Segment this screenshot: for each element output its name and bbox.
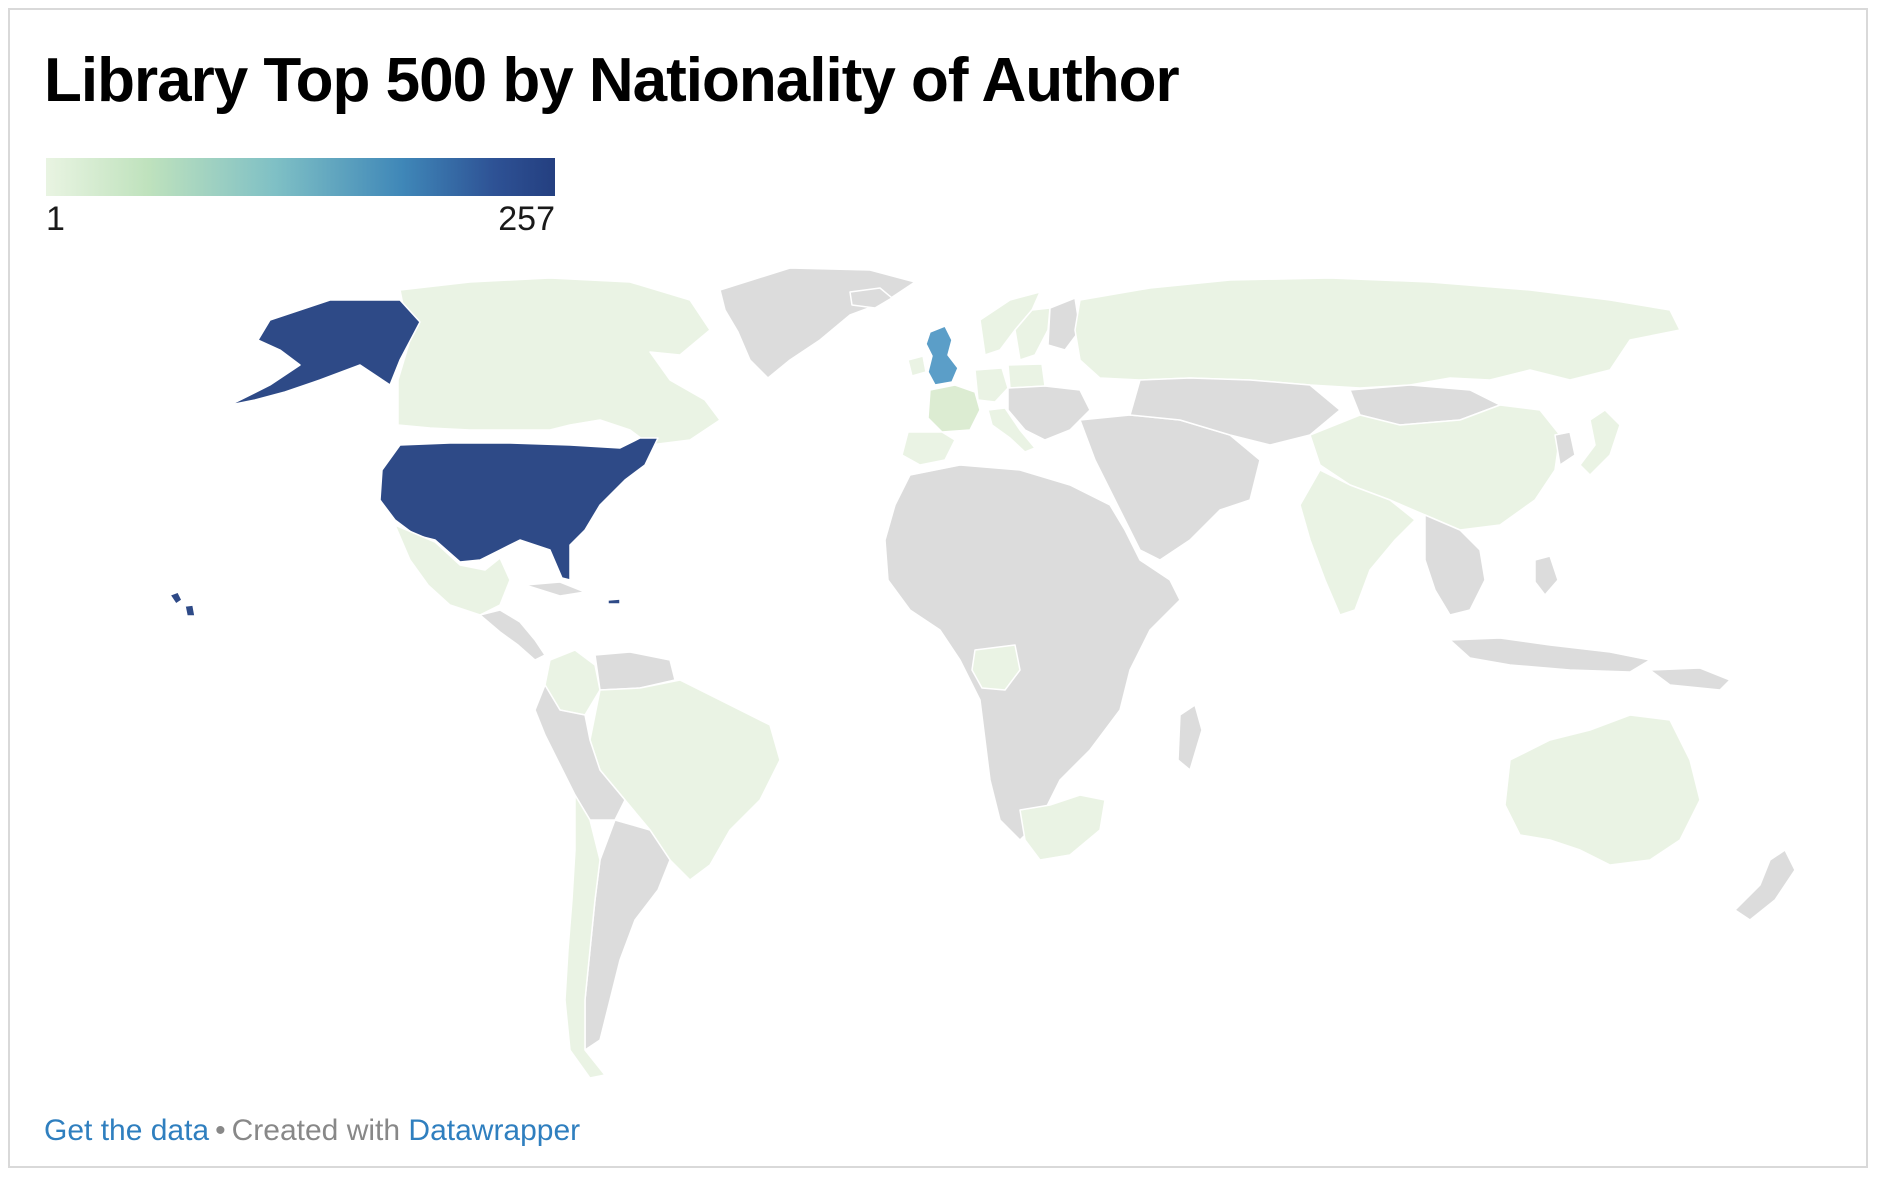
datawrapper-link[interactable]: Datawrapper	[408, 1114, 581, 1147]
created-with-text: Created with	[231, 1114, 401, 1147]
region-iceland[interactable]	[849, 287, 893, 309]
footer: Get the data • Created with Datawrapper	[44, 1116, 580, 1146]
region-balkans[interactable]	[1007, 385, 1091, 441]
region-central-america[interactable]	[479, 609, 546, 661]
region-indonesia[interactable]	[1449, 637, 1651, 673]
region-nigeria[interactable]	[971, 644, 1021, 691]
region-puerto-rico[interactable]	[607, 598, 621, 605]
region-germany[interactable]	[974, 367, 1009, 403]
legend-max-label: 257	[498, 200, 555, 238]
region-france[interactable]	[927, 384, 981, 433]
region-ireland[interactable]	[907, 355, 927, 377]
region-canada[interactable]	[397, 277, 721, 446]
get-the-data-link[interactable]: Get the data	[44, 1114, 210, 1147]
region-caribbean[interactable]	[524, 581, 586, 597]
region-japan[interactable]	[1579, 409, 1621, 476]
region-sweden[interactable]	[1014, 307, 1051, 361]
color-legend: 1 257	[46, 158, 555, 236]
region-finland[interactable]	[1047, 297, 1081, 351]
region-poland[interactable]	[1007, 363, 1046, 389]
region-alaska[interactable]	[229, 299, 421, 406]
region-mexico[interactable]	[394, 524, 511, 616]
region-australia[interactable]	[1504, 714, 1701, 866]
region-india[interactable]	[1299, 469, 1416, 616]
chart-frame: Library Top 500 by Nationality of Author…	[8, 8, 1868, 1168]
region-korea[interactable]	[1554, 431, 1576, 466]
region-italy[interactable]	[987, 407, 1036, 453]
region-southeast-asia[interactable]	[1424, 514, 1486, 616]
region-spain[interactable]	[901, 431, 956, 466]
legend-gradient-bar	[46, 158, 555, 196]
region-philippines[interactable]	[1534, 555, 1559, 596]
region-madagascar[interactable]	[1177, 704, 1203, 771]
region-papua[interactable]	[1649, 667, 1731, 691]
region-uk[interactable]	[925, 325, 959, 386]
region-south-africa[interactable]	[1019, 794, 1106, 861]
region-russia[interactable]	[1074, 277, 1681, 389]
chart-title: Library Top 500 by Nationality of Author	[44, 46, 1180, 115]
world-map	[169, 267, 1796, 1079]
region-chile[interactable]	[564, 794, 606, 1079]
region-africa[interactable]	[884, 464, 1181, 841]
region-greenland[interactable]	[719, 267, 916, 379]
footer-separator: •	[215, 1114, 226, 1147]
legend-min-label: 1	[46, 200, 65, 238]
region-new-zealand[interactable]	[1734, 849, 1796, 921]
region-hawaii[interactable]	[169, 591, 196, 617]
